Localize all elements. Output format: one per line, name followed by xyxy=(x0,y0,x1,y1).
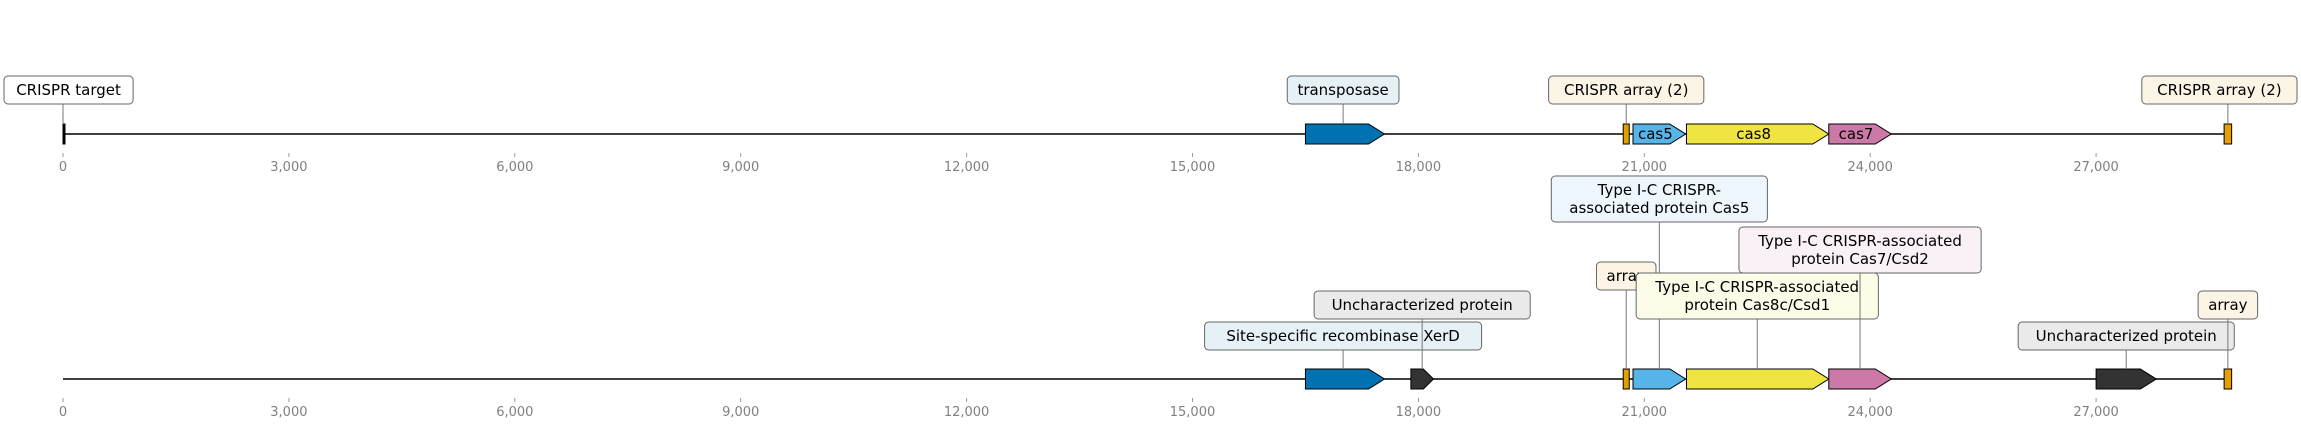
callout-label-crispr-array-2: CRISPR array (2) xyxy=(2157,81,2281,99)
axis-tick-label: 27,000 xyxy=(2073,405,2119,420)
callout-box-uncharacterized-1 xyxy=(1313,290,1531,320)
axis-tick-label: 15,000 xyxy=(1170,160,1216,175)
callout-label-xerd: Site-specific recombinase XerD xyxy=(1226,327,1460,345)
callout-box-crispr-target xyxy=(3,75,134,105)
callout-box-cas7 xyxy=(1738,226,1982,274)
callout-box-array-2 xyxy=(2197,290,2259,320)
feature-uncharacterized-2 xyxy=(2095,368,2158,390)
track-bottom: 0 3,000 6,000 9,000 12,000 15,000 18,000 21,000… xyxy=(59,175,2259,420)
feature-cas7 xyxy=(1828,123,1893,145)
callout-label-uncharacterized-2: Uncharacterized protein xyxy=(2036,327,2217,345)
callout-label-cas7: Type I-C CRISPR-associated xyxy=(1757,232,1962,250)
axis-tick-label: 12,000 xyxy=(944,160,990,175)
feature-inner-label-cas8: cas8 xyxy=(1736,125,1771,143)
callout-box-crispr-array-2 xyxy=(2141,75,2298,105)
axis-tick-label: 21,000 xyxy=(1622,405,1668,420)
feature-array-2 xyxy=(2223,368,2233,390)
feature-cas7 xyxy=(1828,368,1893,390)
callout-box-xerd xyxy=(1204,321,1483,351)
callout-label-crispr-target: CRISPR target xyxy=(16,81,121,99)
callout-box-cas5 xyxy=(1550,175,1768,223)
axis-tick-label: 24,000 xyxy=(1847,160,1893,175)
axis-tick-label: 27,000 xyxy=(2073,160,2119,175)
callout-label-cas8c: protein Cas8c/Csd1 xyxy=(1684,296,1830,314)
feature-inner-label-cas5: cas5 xyxy=(1638,125,1673,143)
axis-tick-label: 0 xyxy=(59,405,67,420)
callout-box-crispr-array xyxy=(1548,75,1705,105)
axis-tick-label: 18,000 xyxy=(1396,405,1442,420)
feature-cas5 xyxy=(1632,123,1687,145)
axis-tick-label: 3,000 xyxy=(270,160,307,175)
feature-inner-label-cas7: cas7 xyxy=(1839,125,1874,143)
callout-label-cas7: protein Cas7/Csd2 xyxy=(1791,250,1929,268)
axis-tick-label: 12,000 xyxy=(944,405,990,420)
feature-crispr-target xyxy=(62,123,66,145)
callout-label-cas8c: Type I-C CRISPR-associated xyxy=(1654,278,1859,296)
feature-array-1 xyxy=(1622,368,1630,390)
callout-label-uncharacterized-1: Uncharacterized protein xyxy=(1332,296,1513,314)
feature-cas8c xyxy=(1685,368,1830,390)
feature-cas8 xyxy=(1685,123,1830,145)
axis-tick-label: 6,000 xyxy=(496,405,533,420)
axis-tick-label: 24,000 xyxy=(1847,405,1893,420)
axis-tick-label: 9,000 xyxy=(722,405,759,420)
axis-tick-label: 18,000 xyxy=(1396,160,1442,175)
axis-tick-label: 3,000 xyxy=(270,405,307,420)
track-top: 0 3,000 6,000 9,000 12,000 15,000 18,000 21,000… xyxy=(3,75,2298,175)
feature-crispr-array-2 xyxy=(2223,123,2233,145)
callout-label-crispr-array: CRISPR array (2) xyxy=(1564,81,1688,99)
callout-label-array-2: array xyxy=(2208,296,2247,314)
axis-tick-label: 6,000 xyxy=(496,160,533,175)
feature-crispr-array xyxy=(1622,123,1630,145)
feature-xerd xyxy=(1304,368,1386,390)
axis-tick-label: 21,000 xyxy=(1622,160,1668,175)
feature-uncharacterized-1 xyxy=(1410,368,1435,390)
axis-tick-label: 9,000 xyxy=(722,160,759,175)
axis-tick-label: 15,000 xyxy=(1170,405,1216,420)
feature-transposase xyxy=(1304,123,1386,145)
callout-box-uncharacterized-2 xyxy=(2017,321,2235,351)
axis-tick-label: 0 xyxy=(59,160,67,175)
callout-label-transposase: transposase xyxy=(1297,81,1388,99)
feature-cas5 xyxy=(1632,368,1687,390)
callout-box-transposase xyxy=(1286,75,1400,105)
callout-label-cas5: Type I-C CRISPR- xyxy=(1597,181,1721,199)
callout-label-cas5: associated protein Cas5 xyxy=(1569,199,1749,217)
